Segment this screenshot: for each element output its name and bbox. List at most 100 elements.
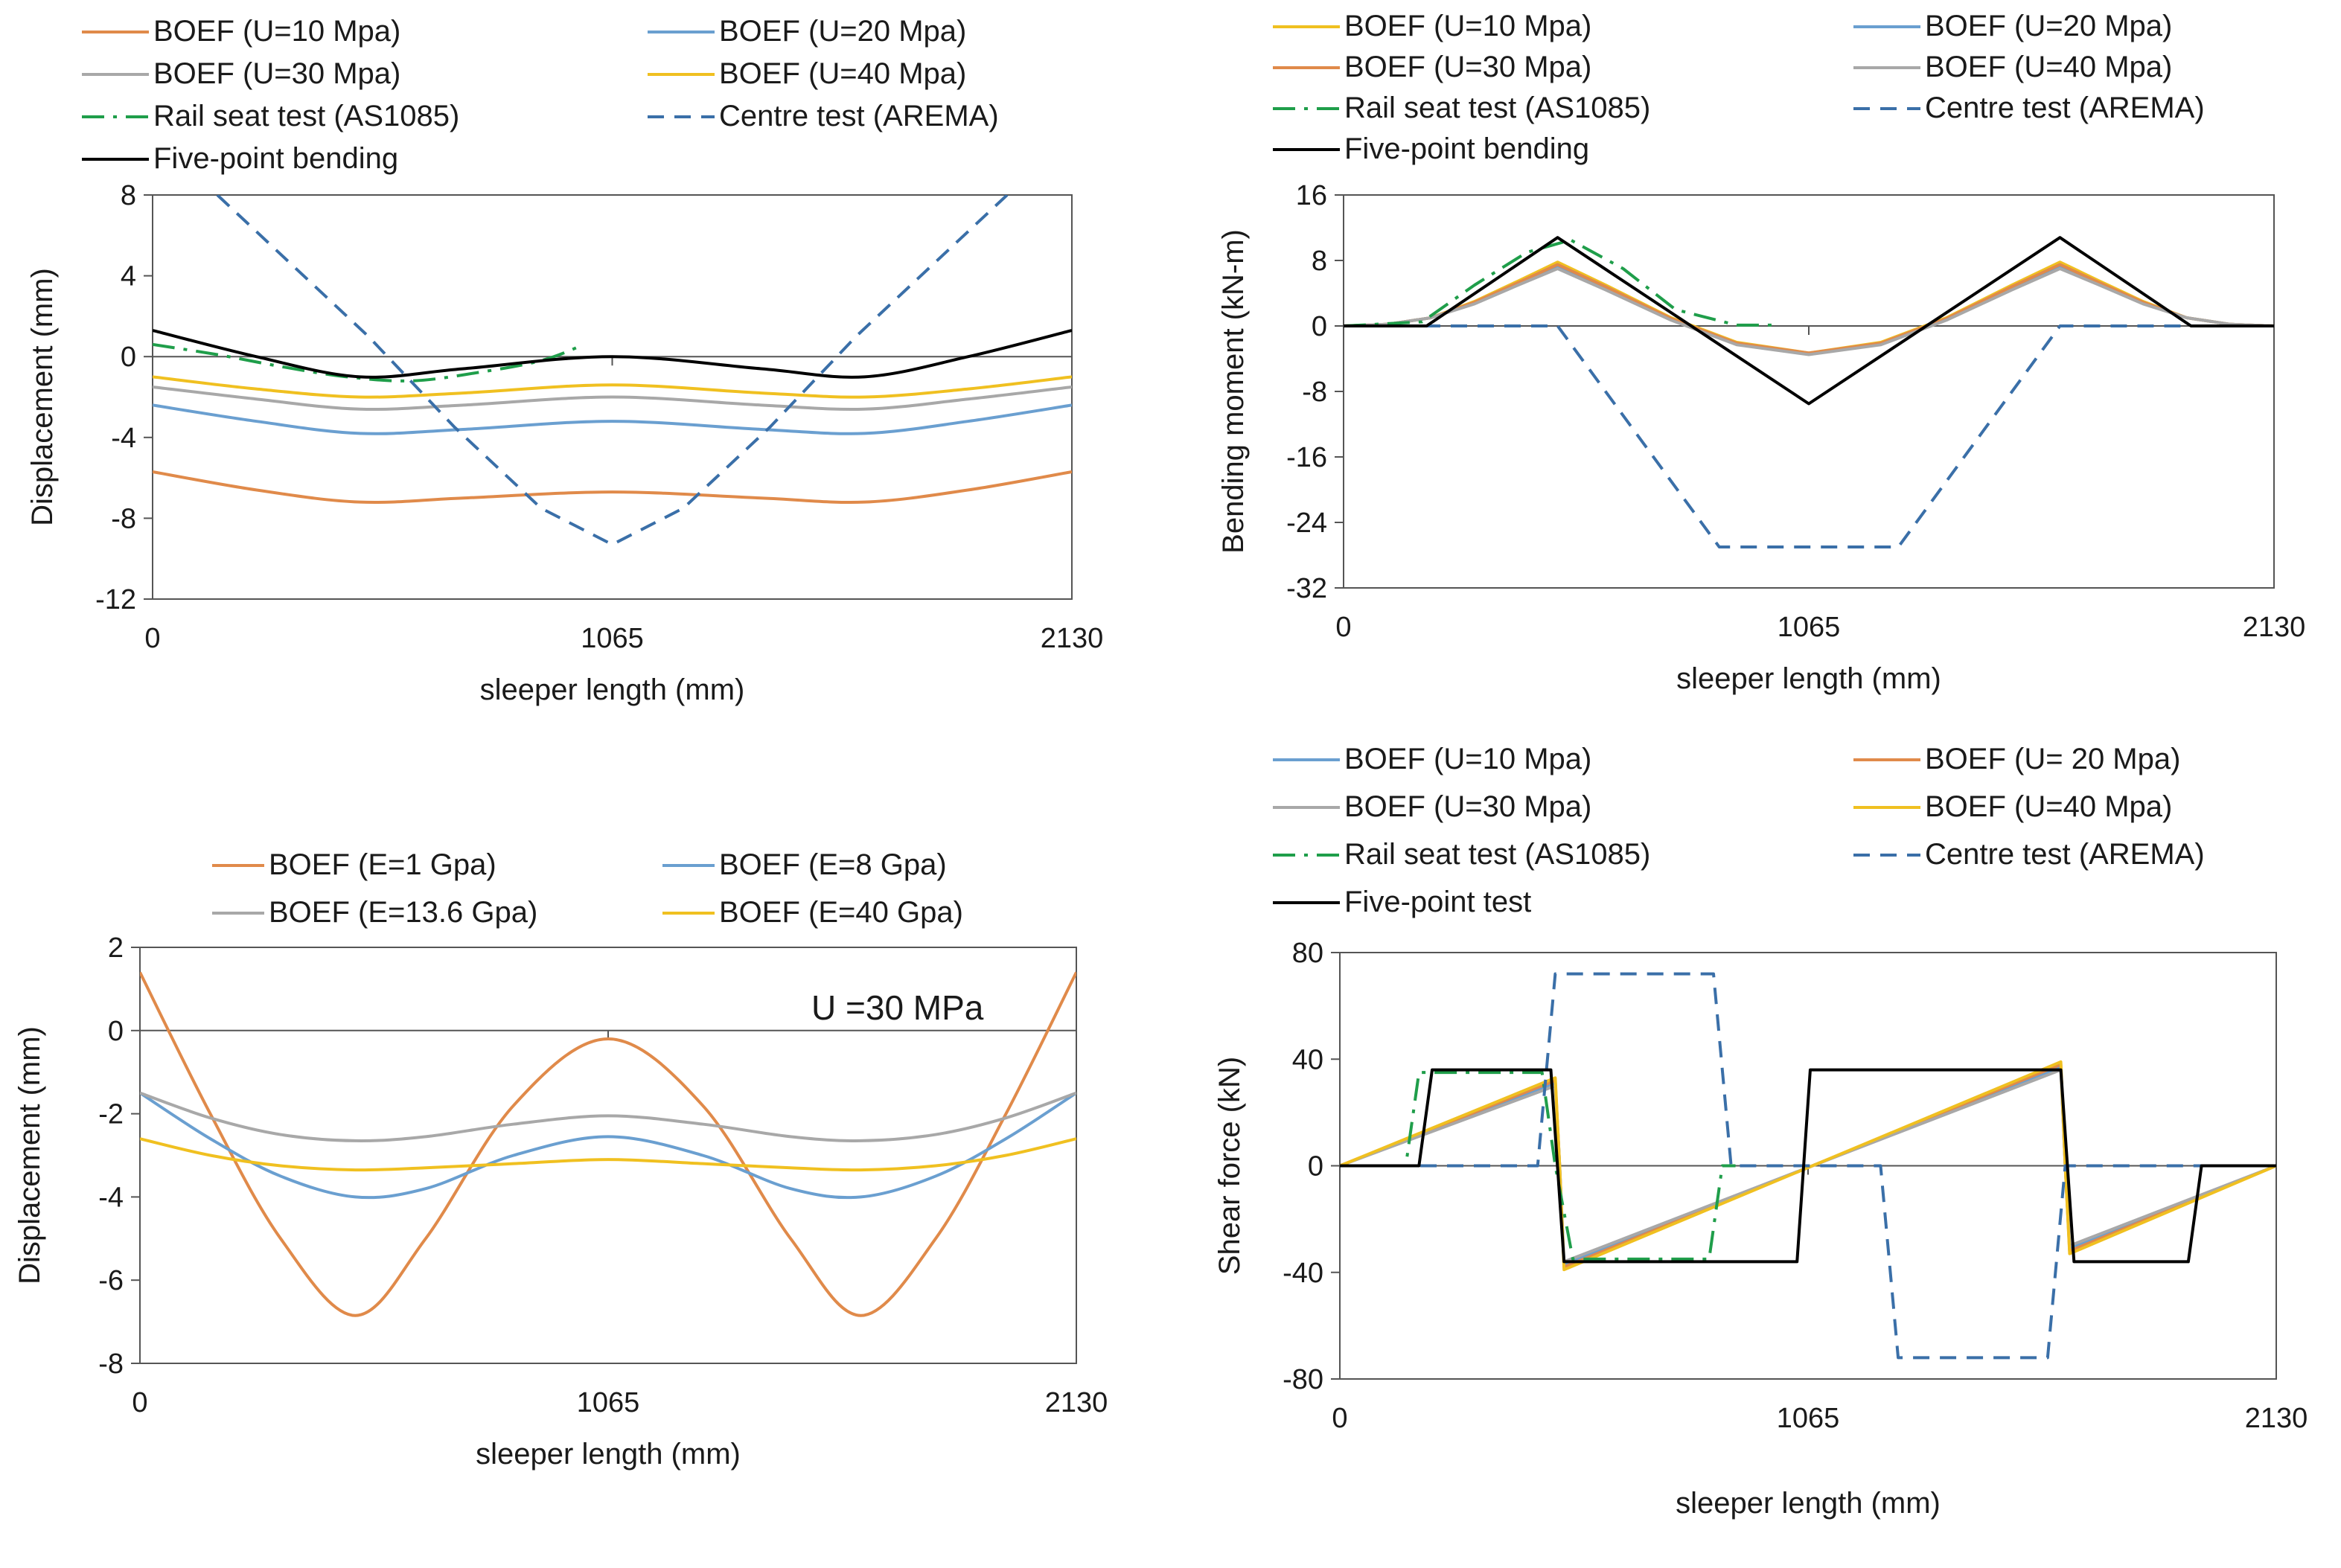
legend-label: BOEF (E=1 Gpa) <box>269 848 496 881</box>
x-tick-label: 1065 <box>1777 1403 1840 1434</box>
series-line <box>153 328 1072 379</box>
series-line <box>216 195 1009 546</box>
series-line <box>1344 324 2274 548</box>
y-tick-label: 2 <box>108 932 124 964</box>
legend-label: BOEF (U=10 Mpa) <box>1344 743 1591 775</box>
x-axis-label: sleeper length (mm) <box>476 1438 741 1471</box>
y-tick-label: -80 <box>1283 1364 1323 1395</box>
legend-label: Rail seat test (AS1085) <box>1344 92 1650 124</box>
legend-label: BOEF (U=30 Mpa) <box>153 57 400 90</box>
series-line <box>153 342 585 383</box>
legend-label: BOEF (U=20 Mpa) <box>719 15 966 48</box>
legend: BOEF (U=10 Mpa) BOEF (U=20 Mpa) BOEF (U=30… <box>1273 10 2205 165</box>
legend: BOEF (U=10 Mpa) BOEF (U=20 Mpa) BOEF (U=30… <box>82 15 999 175</box>
y-tick-label: 16 <box>1296 180 1327 211</box>
x-tick-label: 1065 <box>581 623 644 654</box>
y-tick-label: -12 <box>95 584 136 615</box>
x-axis-label: sleeper length (mm) <box>1676 1487 1941 1520</box>
legend-label: BOEF (U=40 Mpa) <box>719 57 966 90</box>
series-line <box>140 971 1076 1317</box>
x-tick-label: 2130 <box>1045 1387 1108 1418</box>
series-line <box>1344 236 2274 406</box>
y-tick-label: -24 <box>1286 508 1327 539</box>
y-tick-label: -4 <box>98 1182 124 1213</box>
series-line <box>1344 267 2274 356</box>
series-line <box>1344 263 2274 355</box>
y-tick-label: 0 <box>1308 1151 1323 1183</box>
legend-label: BOEF (U=30 Mpa) <box>1344 790 1591 823</box>
y-tick-label: -6 <box>98 1265 124 1296</box>
chart-tl: 8 4 0 -4 -8 -12 0 1065 2130 sleeper length (mm) Di… <box>26 15 1103 706</box>
legend-label: Five-point test <box>1344 886 1531 918</box>
legend-label: BOEF (U=10 Mpa) <box>1344 10 1591 42</box>
x-axis-label: sleeper length (mm) <box>480 673 745 706</box>
plot-frame <box>1343 194 2275 589</box>
y-tick-label: 0 <box>108 1016 124 1047</box>
legend-label: BOEF (E=40 Gpa) <box>719 896 963 929</box>
legend-label: Rail seat test (AS1085) <box>1344 838 1650 871</box>
series-line <box>140 1091 1076 1142</box>
x-tick-label: 2130 <box>2245 1403 2308 1434</box>
plot-frame <box>152 194 1073 600</box>
y-tick-label: 8 <box>121 180 136 211</box>
chart-br: 80 40 0 -40 -80 0 1065 2130 sleeper length (mm) S… <box>1213 743 2308 1520</box>
legend-label: Centre test (AREMA) <box>1925 92 2205 124</box>
series-group <box>140 971 1076 1317</box>
series-line <box>140 1091 1076 1200</box>
x-tick-label: 0 <box>132 1387 147 1418</box>
series-line <box>153 403 1072 435</box>
legend-label: BOEF (E=8 Gpa) <box>719 848 947 881</box>
series-line <box>1340 972 2276 1360</box>
chart-bl: 2 0 -2 -4 -6 -8 0 1065 2130 sleeper length (mm) Di… <box>13 848 1108 1471</box>
legend-label: Rail seat test (AS1085) <box>153 100 459 132</box>
series-line <box>153 385 1072 412</box>
plot-frame <box>139 947 1077 1364</box>
y-tick-label: 40 <box>1292 1044 1323 1075</box>
legend: BOEF (U=10 Mpa) BOEF (U= 20 Mpa) BOEF (U=3… <box>1273 743 2205 918</box>
legend-label: BOEF (U=30 Mpa) <box>1344 51 1591 83</box>
x-axis-label: sleeper length (mm) <box>1676 662 1941 695</box>
y-tick-label: 8 <box>1312 246 1327 277</box>
y-tick-label: 0 <box>1312 311 1327 342</box>
series-line <box>1340 1071 1736 1261</box>
legend-label: BOEF (E=13.6 Gpa) <box>269 896 537 929</box>
y-tick-label: -16 <box>1286 442 1327 473</box>
legend-label: BOEF (U=40 Mpa) <box>1925 51 2172 83</box>
x-tick-label: 0 <box>1332 1403 1347 1434</box>
x-tick-label: 0 <box>1335 612 1351 643</box>
x-tick-label: 1065 <box>1778 612 1841 643</box>
legend-label: BOEF (U=10 Mpa) <box>153 15 400 48</box>
legend: BOEF (E=1 Gpa) BOEF (E=8 Gpa) BOEF (E=13.6… <box>212 848 963 929</box>
x-tick-label: 2130 <box>2243 612 2306 643</box>
y-tick-label: -8 <box>111 503 136 534</box>
series-line <box>1344 238 1780 327</box>
series-line <box>153 375 1072 399</box>
y-tick-label: 0 <box>121 342 136 373</box>
y-tick-label: 80 <box>1292 938 1323 969</box>
y-tick-label: -8 <box>1302 377 1327 408</box>
series-group <box>1344 236 2274 548</box>
chart-tr: 16 8 0 -8 -16 -24 -32 0 1065 2130 sleeper length (… <box>1217 10 2305 695</box>
legend-label: Centre test (AREMA) <box>719 100 999 132</box>
series-line <box>140 1137 1076 1172</box>
y-tick-label: -32 <box>1286 573 1327 604</box>
y-tick-label: -40 <box>1283 1258 1323 1289</box>
y-tick-label: -4 <box>111 423 136 454</box>
y-tick-label: -2 <box>98 1099 124 1130</box>
legend-label: BOEF (U=40 Mpa) <box>1925 790 2172 823</box>
series-line <box>153 470 1072 505</box>
y-tick-label: 4 <box>121 261 136 292</box>
legend-label: BOEF (U= 20 Mpa) <box>1925 743 2180 775</box>
series-line <box>1340 1068 2276 1264</box>
x-tick-label: 2130 <box>1041 623 1104 654</box>
y-axis-label: Bending moment (kN-m) <box>1217 229 1250 554</box>
x-tick-label: 0 <box>144 623 160 654</box>
series-line <box>1344 260 2274 355</box>
y-axis-label: Shear force (kN) <box>1213 1057 1246 1275</box>
series-group <box>153 195 1072 546</box>
legend-label: Five-point bending <box>1344 132 1589 165</box>
series-group <box>1340 972 2276 1360</box>
x-tick-label: 1065 <box>577 1387 640 1418</box>
legend-label: Centre test (AREMA) <box>1925 838 2205 871</box>
